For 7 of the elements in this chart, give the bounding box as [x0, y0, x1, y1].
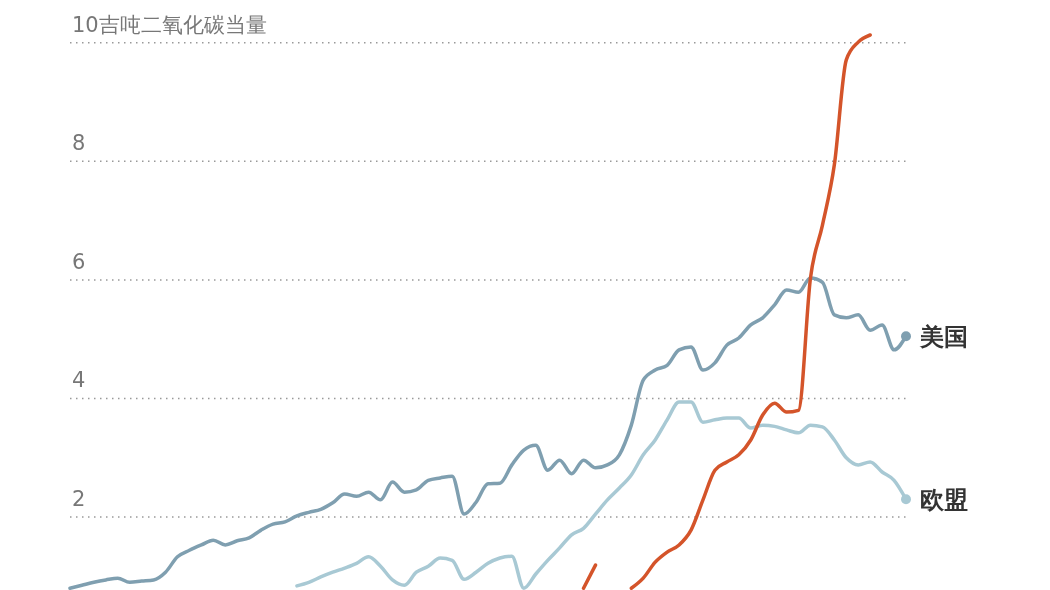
y-tick-label: 6 — [72, 249, 86, 274]
y-tick-label: 8 — [72, 131, 86, 156]
y-tick-label: 10吉吨二氧化碳当量 — [72, 12, 267, 37]
series-label: 美国 — [919, 322, 968, 351]
y-tick-label: 4 — [72, 368, 86, 393]
y-tick-label: 2 — [72, 487, 86, 512]
series-label: 欧盟 — [920, 485, 968, 514]
